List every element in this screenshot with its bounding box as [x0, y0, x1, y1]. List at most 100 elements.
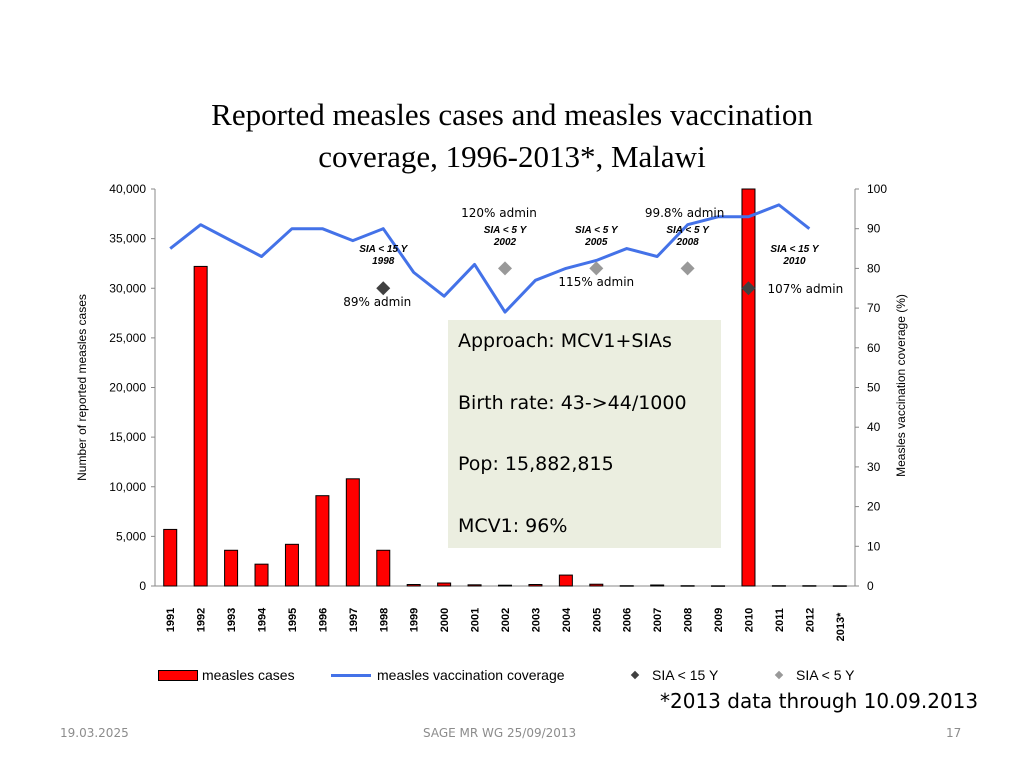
x-tick-label: 1994 [257, 607, 269, 632]
x-tick-label: 1992 [196, 608, 208, 632]
x-tick-label: 2010 [743, 608, 755, 632]
bar-measles-cases [498, 584, 512, 587]
y-right-tick-label: 0 [867, 579, 874, 593]
legend-diamond-grey-icon [774, 670, 784, 680]
bar-measles-cases [650, 584, 665, 587]
legend-label-sia-5: SIA < 5 Y [796, 667, 855, 683]
sia-annotation: SIA < 5 Y [575, 225, 619, 236]
x-tick-label: 2013* [835, 612, 847, 641]
x-tick-label: 2004 [561, 607, 573, 632]
bar-measles-cases [832, 585, 847, 587]
x-tick-label: 2008 [683, 608, 695, 632]
legend-item-coverage: measles vaccination coverage [331, 664, 565, 686]
marker-sia-5 [680, 261, 695, 276]
marker-sia-5 [498, 261, 512, 276]
info-box: Approach: MCV1+SIAs Birth rate: 43->44/1… [448, 320, 721, 548]
x-tick-label: 1999 [409, 608, 421, 632]
x-tick-label: 2007 [652, 608, 664, 632]
y-right-tick-label: 40 [867, 420, 881, 434]
sia-annotation: 1998 [372, 256, 395, 267]
y-left-axis-title: Number of reported measles cases [75, 294, 89, 481]
bar-measles-cases [284, 543, 299, 587]
bar-measles-cases [558, 574, 573, 587]
x-tick-label: 2001 [470, 608, 482, 632]
chart-title-line-2: coverage, 1996-2013*, Malawi [318, 139, 706, 174]
legend-label-sia-15: SIA < 15 Y [652, 667, 719, 683]
info-population: Pop: 15,882,815 [458, 453, 614, 475]
sia-annotation: 2002 [493, 237, 517, 248]
bar-measles-cases [406, 584, 421, 587]
bar-measles-cases [315, 495, 330, 587]
bar-measles-cases [376, 549, 391, 587]
bar-measles-cases [254, 563, 269, 587]
sia-annotation: SIA < 15 Y [359, 244, 408, 255]
bar-measles-cases [771, 585, 786, 587]
legend-label-coverage: measles vaccination coverage [377, 667, 565, 683]
x-tick-label: 2011 [774, 608, 786, 632]
x-tick-label: 1995 [287, 608, 299, 632]
y-right-tick-label: 80 [867, 261, 881, 275]
bar-measles-cases [163, 528, 178, 587]
x-tick-label: 1998 [378, 608, 390, 632]
y-right-tick-label: 70 [867, 301, 881, 315]
y-right-tick-label: 10 [867, 539, 881, 553]
marker-sia-15 [741, 281, 756, 296]
admin-annotation: 120% admin [461, 206, 537, 220]
bar-measles-cases [711, 585, 726, 587]
sia-annotation: SIA < 15 Y [770, 244, 819, 255]
x-tick-label: 2012 [804, 608, 816, 632]
y-right-tick-label: 100 [867, 182, 887, 196]
legend-swatch-bar [158, 669, 198, 681]
sia-annotation: SIA < 5 Y [666, 225, 710, 236]
y-right-axis-title: Measles vaccination coverage (%) [894, 294, 908, 477]
bar-measles-cases [741, 188, 756, 587]
marker-sia-15 [376, 281, 391, 296]
info-birth-rate: Birth rate: 43->44/1000 [458, 391, 687, 414]
x-tick-label: 2000 [439, 608, 451, 632]
y-left-tick-label: 0 [139, 579, 146, 593]
y-left-tick-label: 10,000 [109, 480, 146, 494]
legend-diamond-dark-icon [630, 670, 640, 680]
legend-item-measles-cases: measles cases [158, 664, 295, 686]
admin-annotation: 99.8% admin [645, 206, 725, 220]
info-approach: Approach: MCV1+SIAs [458, 330, 672, 352]
bar-measles-cases [802, 585, 817, 587]
x-tick-label: 1997 [348, 608, 360, 632]
footnote: *2013 data through 10.09.2013 [660, 689, 979, 713]
x-tick-label: 1991 [165, 608, 177, 632]
y-left-tick-label: 35,000 [109, 232, 146, 246]
x-tick-label: 2009 [713, 608, 725, 632]
bar-measles-cases [193, 265, 208, 587]
chart-title: Reported measles cases and measles vacci… [0, 94, 1024, 178]
sia-annotation: 2010 [782, 256, 806, 267]
x-tick-label: 2006 [622, 608, 634, 632]
sia-annotation: 2005 [584, 237, 608, 248]
y-left-tick-label: 20,000 [109, 381, 146, 395]
x-tick-label: 2003 [530, 608, 542, 632]
y-right-tick-label: 60 [867, 341, 881, 355]
y-right-tick-label: 30 [867, 460, 881, 474]
info-mcv1: MCV1: 96% [458, 514, 568, 537]
y-left-tick-label: 40,000 [109, 182, 146, 196]
x-tick-label: 2002 [500, 608, 512, 632]
bar-measles-cases [345, 478, 360, 587]
legend-item-sia-5: SIA < 5 Y [772, 664, 855, 686]
sia-annotation: SIA < 5 Y [484, 225, 528, 236]
footer-center: SAGE MR WG 25/09/2013 [423, 726, 577, 740]
legend-swatch-line [331, 673, 371, 677]
x-tick-label: 1993 [226, 608, 238, 632]
legend-item-sia-15: SIA < 15 Y [628, 664, 718, 686]
bar-measles-cases [528, 584, 543, 587]
y-left-tick-label: 5,000 [116, 529, 146, 543]
chart-title-line-1: Reported measles cases and measles vacci… [211, 97, 813, 132]
y-right-tick-label: 50 [867, 381, 881, 395]
bar-measles-cases [467, 584, 482, 587]
y-right-tick-label: 90 [867, 222, 881, 236]
bar-measles-cases [437, 582, 452, 587]
footer-date: 19.03.2025 [60, 726, 129, 740]
x-tick-label: 1996 [317, 608, 329, 632]
sia-annotation: 2008 [675, 237, 699, 248]
legend-label-measles-cases: measles cases [202, 667, 295, 683]
marker-sia-5 [589, 261, 604, 276]
